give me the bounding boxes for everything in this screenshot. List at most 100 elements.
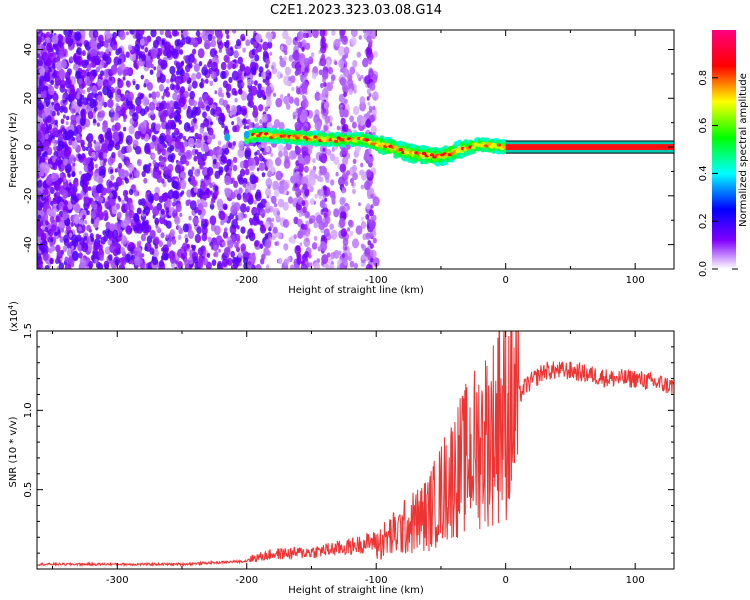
noise-cell (358, 77, 362, 82)
noise-cell (230, 192, 236, 200)
noise-cell (122, 189, 128, 198)
noise-cell (166, 86, 169, 91)
noise-cell (301, 200, 306, 206)
noise-cell (124, 66, 131, 76)
noise-cell (119, 30, 126, 41)
noise-cell (191, 179, 197, 188)
noise-cell (266, 69, 270, 74)
noise-cell (186, 189, 192, 198)
noise-cell (224, 55, 230, 63)
noise-cell (67, 30, 73, 38)
noise-cell (259, 208, 266, 218)
noise-cell (214, 185, 219, 192)
noise-cell (78, 170, 82, 175)
noise-cell (218, 48, 222, 53)
noise-cell (301, 47, 305, 52)
noise-cell (292, 50, 300, 61)
noise-cell (222, 203, 228, 211)
noise-cell (200, 198, 205, 205)
noise-cell (296, 67, 302, 75)
noise-cell (188, 84, 193, 90)
noise-cell (198, 133, 203, 140)
noise-cell (183, 30, 189, 38)
noise-cell (334, 61, 338, 66)
noise-cell (237, 252, 242, 258)
noise-cell (370, 125, 377, 135)
noise-cell (85, 135, 90, 141)
noise-cell (278, 144, 284, 153)
noise-cell (192, 48, 197, 55)
noise-cell (202, 111, 207, 119)
noise-cell (135, 83, 140, 90)
spectrogram-ylabel: Frequency (Hz) (8, 112, 19, 188)
noise-cell (61, 189, 69, 199)
noise-cell (48, 123, 52, 129)
noise-cell (361, 221, 366, 229)
noise-cell (71, 234, 78, 244)
noise-cell (80, 109, 85, 116)
noise-cell (368, 59, 372, 65)
noise-cell (318, 69, 323, 76)
snr-line-group (37, 331, 674, 568)
noise-cell (324, 197, 328, 202)
noise-cell (283, 146, 287, 151)
noise-cell (199, 163, 204, 170)
noise-cell (87, 87, 91, 93)
noise-cell (369, 81, 376, 91)
noise-cell (142, 96, 149, 107)
noise-cell (217, 201, 224, 212)
ridge-blob (243, 130, 250, 139)
noise-cell (71, 245, 75, 250)
noise-cell (44, 226, 49, 233)
noise-cell (44, 133, 49, 140)
noise-cell (153, 236, 160, 245)
noise-cell (148, 101, 156, 112)
noise-cell (222, 231, 229, 239)
noise-cell (76, 47, 82, 56)
x-tick-label: -100 (365, 575, 388, 586)
noise-cell (207, 34, 213, 42)
noise-cell (148, 52, 151, 57)
noise-cell (171, 180, 177, 189)
noise-cell (372, 237, 377, 244)
noise-cell (172, 201, 176, 207)
noise-cell (62, 245, 68, 253)
noise-cell (86, 210, 90, 215)
noise-cell (259, 224, 267, 234)
noise-cell (158, 135, 165, 145)
noise-cell (178, 97, 186, 108)
noise-cell (139, 93, 144, 100)
noise-cell (368, 147, 372, 153)
noise-cell (179, 145, 185, 154)
noise-cell (82, 157, 88, 166)
noise-cell (67, 40, 72, 47)
noise-cell (179, 212, 183, 218)
noise-cell (156, 47, 163, 57)
noise-cell (139, 38, 145, 46)
noise-cell (93, 241, 100, 251)
snr-panel: -300 -200 -100 0 100 0.5 1.0 1.5 Height of stra… (7, 301, 675, 596)
noise-cell (341, 229, 345, 234)
noise-cell (144, 47, 149, 53)
noise-cell (73, 55, 81, 65)
noise-cell (72, 108, 76, 114)
noise-cell (161, 192, 168, 202)
noise-cell (50, 238, 54, 243)
noise-cell (187, 230, 195, 239)
noise-cell (126, 144, 132, 153)
noise-cell (201, 153, 207, 162)
noise-cell (93, 192, 100, 201)
noise-cell (151, 134, 157, 142)
noise-cell (244, 168, 250, 176)
noise-cell (52, 71, 57, 79)
noise-cell (152, 206, 160, 217)
noise-cell (192, 256, 198, 264)
noise-cell (368, 69, 374, 78)
y-tick-label: -40 (23, 236, 34, 252)
noise-cell (254, 240, 259, 247)
noise-cell (251, 80, 254, 85)
noise-cell (135, 55, 139, 60)
noise-cell (199, 127, 204, 134)
y-tick-label: 1.0 (23, 402, 34, 418)
noise-cell (203, 118, 210, 128)
